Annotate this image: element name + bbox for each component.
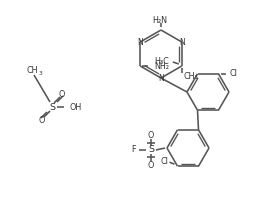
Text: O: O [59,89,65,98]
Text: NH₂: NH₂ [154,61,169,70]
Text: CH₃: CH₃ [184,71,199,80]
Text: Cl: Cl [160,157,168,166]
Text: CH: CH [26,65,38,74]
Text: O: O [39,116,45,125]
Text: Cl: Cl [230,69,237,78]
Text: H₃C: H₃C [154,56,169,65]
Text: H₂N: H₂N [152,15,167,24]
Text: N: N [179,37,185,46]
Text: O: O [148,131,154,140]
Text: OH: OH [70,103,82,111]
Text: N: N [158,73,164,83]
Text: O: O [148,160,154,169]
Text: N: N [137,37,143,46]
Text: 3: 3 [39,70,43,76]
Text: F: F [132,146,136,155]
Text: S: S [148,146,154,155]
Text: S: S [49,103,55,111]
